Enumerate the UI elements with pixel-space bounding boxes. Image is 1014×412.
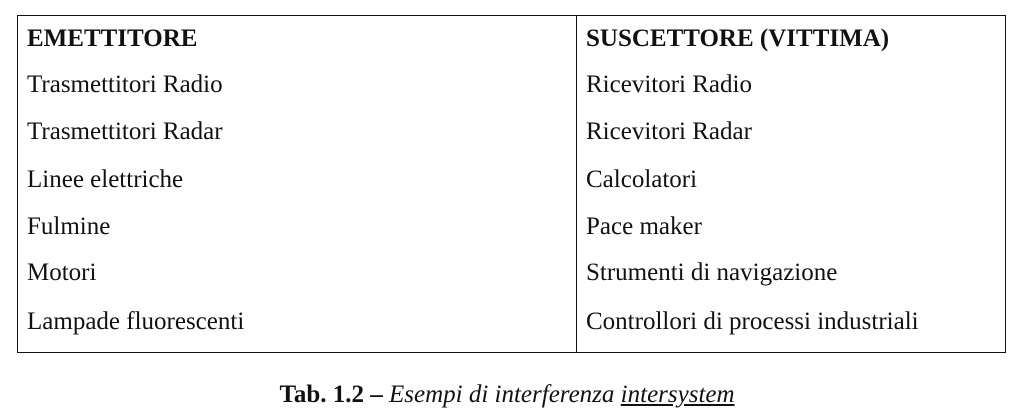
table-left-border (17, 15, 18, 353)
header-emettitore: EMETTITORE (27, 25, 198, 52)
caption-text: Esempi di interferenza (388, 381, 615, 408)
table-cell-emitter: Lampade fluorescenti (27, 308, 245, 335)
header-suscettore: SUSCETTORE (VITTIMA) (586, 25, 890, 52)
caption-underlined-term: intersystem (620, 381, 735, 408)
table-cell-emitter: Linee elettriche (27, 166, 184, 193)
table-cell-victim: Calcolatori (586, 166, 698, 193)
table-cell-emitter: Trasmettitori Radio (27, 71, 223, 98)
table-cell-victim: Ricevitori Radar (586, 118, 752, 145)
table-cell-victim: Pace maker (586, 213, 702, 240)
table-cell-victim: Strumenti di navigazione (586, 259, 838, 286)
table-frame (17, 15, 1006, 353)
table-cell-victim: Controllori di processi industriali (586, 308, 919, 335)
table-cell-emitter: Motori (27, 259, 97, 286)
table-cell-victim: Ricevitori Radio (586, 71, 752, 98)
table-caption: Tab. 1.2 – Esempi di interferenza inters… (0, 380, 1014, 410)
table-right-border (1005, 15, 1006, 353)
table-cell-emitter: Trasmettitori Radar (27, 118, 223, 145)
table-column-divider (576, 15, 577, 353)
table-cell-emitter: Fulmine (27, 213, 111, 240)
caption-label: Tab. 1.2 – (279, 381, 383, 408)
